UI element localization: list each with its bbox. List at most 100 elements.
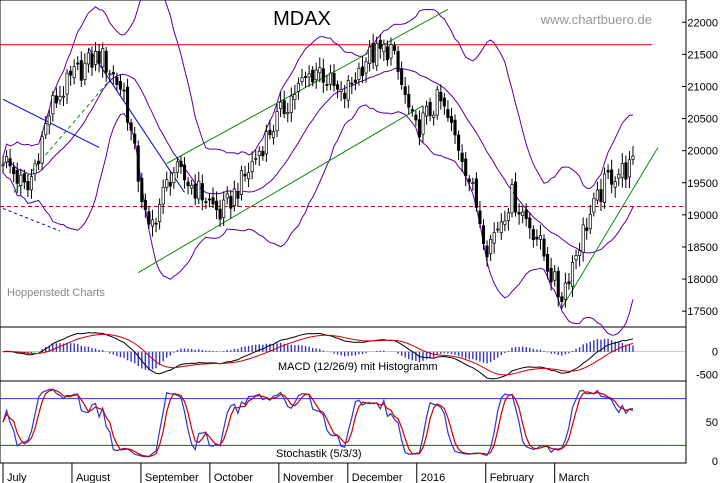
candle-body [83,62,87,80]
candle-body [179,160,183,167]
macd-tick-label: -500 [696,369,718,381]
candle-body [499,221,503,233]
bollinger-middle [2,67,634,254]
candle-body [232,188,236,207]
candle-body [410,109,414,112]
candle-body [528,217,532,229]
candle-body [521,211,525,216]
candle-body [44,123,48,136]
candle-body [271,131,276,139]
candle-body [574,255,578,261]
candle-body [457,134,461,151]
candle-body [193,183,197,199]
candle-body [439,91,443,102]
candle-body [293,94,297,100]
bollinger-lower [2,104,634,336]
candle-body [617,174,621,179]
candle-body [428,101,432,117]
candle-body [585,227,589,231]
downtrend-line-2 [88,47,185,193]
candle-body [492,232,496,244]
candle-body [578,250,582,256]
candle-body [204,201,208,203]
candle-body [474,178,478,208]
candle-body [385,46,389,61]
candle-body [396,50,400,72]
candle-body [143,200,147,211]
candle-body [407,94,411,108]
candle-body [325,84,329,86]
candle-body [40,136,44,164]
candle-body [93,51,98,65]
candle-body [172,172,176,184]
candle-body [136,145,140,182]
candle-body [471,182,475,184]
x-tick-label: February [490,472,535,483]
trend-support-up [561,147,659,309]
macd-panel-frame [0,326,687,382]
candle-body [303,76,308,78]
chart-title: MDAX [273,8,331,30]
bollinger-bands [2,0,634,336]
stoch-plot [0,388,686,458]
candle-body [343,92,347,99]
candle-body [97,51,101,64]
candle-body [307,73,311,78]
candle-body [531,229,535,240]
candle-body [289,95,293,113]
candle-body [222,199,226,218]
macd-plot [0,332,686,380]
candle-body [546,253,550,272]
downtrend-dashed [2,207,61,232]
candle-body [243,173,247,177]
candle-body [26,180,30,191]
candle-body [186,181,190,187]
candle-body [503,220,507,225]
stoch-d-line [2,389,634,458]
candle-body [15,170,19,184]
candle-body [595,189,599,201]
candle-body [51,95,55,115]
candle-body [392,45,397,51]
candle-body [86,52,90,65]
candle-body [150,219,155,227]
candle-body [535,236,539,240]
candle-body [567,281,571,285]
candle-body [104,50,108,73]
candle-body [215,200,219,211]
candle-body [400,68,404,86]
stoch-tick-label: 0 [712,456,718,468]
candle-body [560,296,564,302]
candle-body [101,48,105,68]
candle-body [311,69,315,83]
candle-body [69,70,73,76]
candle-body [364,61,368,74]
candle-body [229,196,233,209]
candle-body [624,162,628,180]
candle-body [357,68,361,80]
candle-body [37,160,41,164]
candle-body [613,181,617,188]
candle-body [165,179,169,188]
candle-body [118,81,123,90]
candle-body [442,97,446,107]
candle-body [129,122,133,131]
candle-body [12,166,16,175]
candle-body [47,115,51,126]
candle-body [1,164,5,167]
candle-body [22,173,26,183]
price-tick-label: 17500 [687,306,718,318]
price-tick-label: 19500 [687,178,718,190]
candle-body [190,184,194,189]
candle-body [435,89,439,116]
candle-body [115,76,119,85]
candle-body [154,222,158,225]
candle-body [200,183,204,201]
candle-body [481,225,486,244]
trend-channel-lower [138,105,424,274]
x-tick-label: December [352,472,403,483]
candle-body [65,72,69,95]
x-tick-label: September [145,472,199,483]
candle-body [197,180,201,200]
